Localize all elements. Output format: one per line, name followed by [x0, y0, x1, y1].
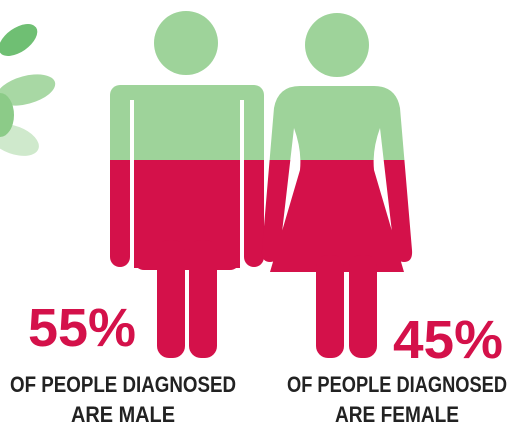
female-percent: 45%: [393, 310, 503, 370]
male-caption: OF PEOPLE DIAGNOSED: [10, 372, 236, 397]
female-caption: ARE FEMALE: [335, 402, 459, 427]
leaves: [0, 24, 56, 156]
female-figure: [261, 13, 413, 358]
male-caption: ARE MALE: [71, 402, 175, 427]
female-caption: OF PEOPLE DIAGNOSED: [287, 372, 507, 397]
male-percent: 55%: [28, 298, 136, 358]
